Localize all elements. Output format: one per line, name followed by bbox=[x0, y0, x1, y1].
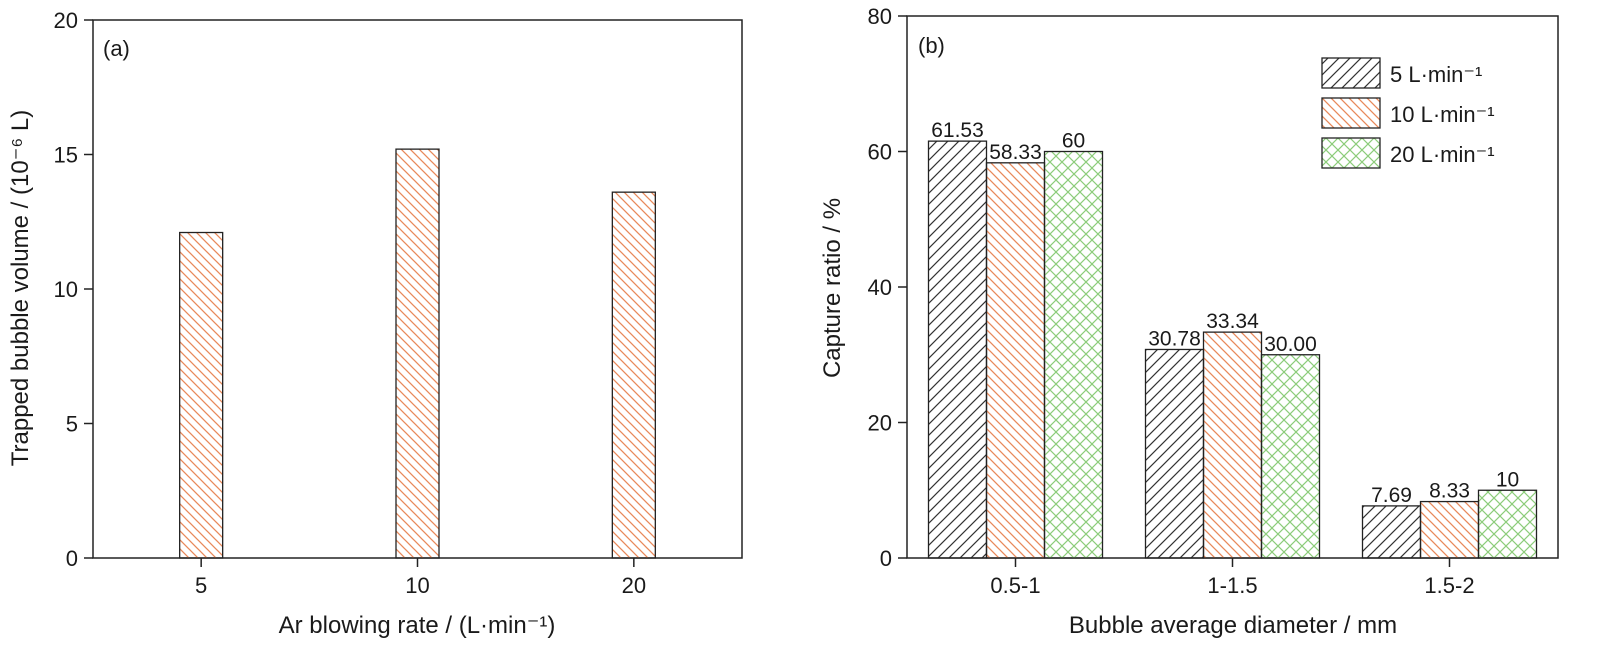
chart-a-xlabel: Ar blowing rate / (L·min⁻¹) bbox=[279, 612, 556, 639]
chart-b-ylabel: Capture ratio / % bbox=[819, 198, 846, 378]
chart-b-bar bbox=[985, 162, 1046, 559]
chart-b-panel-label: (b) bbox=[918, 33, 945, 58]
chart-b-bar bbox=[1419, 500, 1480, 559]
chart-a-bar bbox=[611, 191, 656, 559]
chart-a-panel-label: (a) bbox=[103, 36, 130, 61]
chart-b-ytick-label: 20 bbox=[868, 411, 892, 436]
chart-b-bar bbox=[1477, 489, 1538, 559]
chart-a-xtick-label: 20 bbox=[622, 573, 646, 598]
chart-b-bar bbox=[1202, 331, 1263, 559]
chart-b-data-label: 58.33 bbox=[989, 141, 1042, 164]
chart-b-legend-swatch bbox=[1321, 97, 1381, 129]
chart-b-bar bbox=[1260, 354, 1321, 559]
chart-b-bar bbox=[1043, 150, 1104, 559]
chart-a-ytick-label: 5 bbox=[66, 412, 78, 437]
chart-b-legend-label: 20 L·min⁻¹ bbox=[1390, 142, 1495, 167]
chart-b-bar bbox=[1361, 505, 1422, 559]
chart-b-legend-label: 5 L·min⁻¹ bbox=[1390, 62, 1482, 87]
chart-b-data-label: 61.53 bbox=[931, 119, 984, 142]
chart-b-ytick-label: 80 bbox=[868, 4, 892, 29]
chart-b-data-label: 30.00 bbox=[1264, 333, 1317, 356]
chart-a-bar bbox=[395, 148, 440, 559]
chart-b-bar bbox=[927, 140, 988, 559]
chart-b-data-label: 60 bbox=[1062, 130, 1085, 153]
chart-b-ytick-label: 0 bbox=[880, 546, 892, 571]
chart-a-ylabel: Trapped bubble volume / (10⁻⁶ L) bbox=[7, 110, 34, 467]
chart-b-data-label: 30.78 bbox=[1148, 327, 1201, 350]
chart-b-data-label: 8.33 bbox=[1429, 480, 1470, 503]
chart-a: Trapped bubble volume / (10⁻⁶ L) Ar blow… bbox=[7, 8, 743, 639]
chart-b-xtick-label: 1.5-2 bbox=[1424, 573, 1474, 598]
chart-b-legend-label: 10 L·min⁻¹ bbox=[1390, 102, 1495, 127]
chart-a-xtick-label: 10 bbox=[405, 573, 429, 598]
chart-a-ytick-label: 15 bbox=[54, 143, 78, 168]
chart-a-xtick-label: 5 bbox=[195, 573, 207, 598]
chart-b-ytick-label: 40 bbox=[868, 275, 892, 300]
chart-b-ytick-label: 60 bbox=[868, 140, 892, 165]
chart-b-xtick-label: 0.5-1 bbox=[990, 573, 1040, 598]
chart-b: Capture ratio / % Bubble average diamete… bbox=[819, 4, 1559, 639]
chart-b-legend-swatch bbox=[1321, 57, 1381, 89]
chart-b-data-label: 10 bbox=[1496, 468, 1519, 491]
chart-a-ytick-label: 10 bbox=[54, 277, 78, 302]
chart-a-ytick-label: 0 bbox=[66, 546, 78, 571]
chart-b-legend-swatch bbox=[1321, 137, 1381, 169]
chart-b-data-label: 33.34 bbox=[1206, 310, 1259, 333]
chart-a-ytick-label: 20 bbox=[54, 8, 78, 33]
chart-b-xtick-label: 1-1.5 bbox=[1207, 573, 1257, 598]
chart-b-data-label: 7.69 bbox=[1371, 484, 1412, 507]
chart-a-bar bbox=[179, 231, 224, 559]
chart-b-xlabel: Bubble average diameter / mm bbox=[1069, 612, 1397, 639]
chart-b-bar bbox=[1144, 348, 1205, 559]
